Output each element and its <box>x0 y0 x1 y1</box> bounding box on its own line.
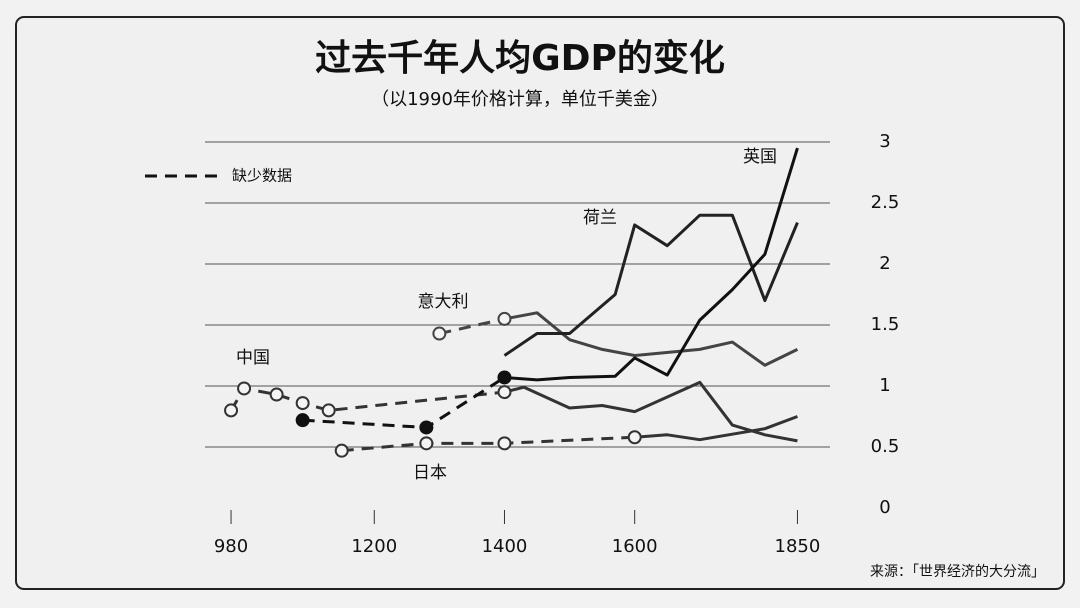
line-solid <box>634 415 798 442</box>
frame <box>15 16 1065 590</box>
marker <box>497 436 512 451</box>
y-tick-label: 2 <box>879 253 890 274</box>
x-tick-label: 1400 <box>482 536 528 557</box>
y-tick-label: 2.5 <box>871 192 900 213</box>
x-tick-label: 980 <box>214 536 248 557</box>
marker <box>295 396 310 411</box>
y-tick-label: 3 <box>879 131 890 152</box>
y-tick-label: 1 <box>879 375 890 396</box>
line-solid <box>504 311 799 367</box>
line-dashed <box>439 317 505 336</box>
marker <box>627 430 642 445</box>
marker <box>334 443 349 458</box>
series-label: 英国 <box>743 147 777 167</box>
marker <box>497 311 512 326</box>
series-label: 荷兰 <box>583 208 617 228</box>
line-solid <box>503 213 799 357</box>
series-label: 中国 <box>236 348 270 368</box>
marker <box>321 403 336 418</box>
legend-label: 缺少数据 <box>232 167 292 185</box>
line-dashed <box>341 435 635 453</box>
marker <box>419 420 434 435</box>
marker <box>432 326 447 341</box>
marker <box>497 385 512 400</box>
chart-title: 过去千年人均GDP的变化 <box>315 37 725 79</box>
line-solid <box>504 147 799 382</box>
marker <box>237 381 252 396</box>
chart-subtitle: （以1990年价格计算，单位千美金） <box>371 89 669 110</box>
x-tick-label: 1600 <box>612 536 658 557</box>
marker <box>224 403 239 418</box>
y-tick-label: 1.5 <box>871 314 900 335</box>
marker <box>419 436 434 451</box>
marker <box>269 387 284 402</box>
marker <box>295 413 310 428</box>
y-tick-label: 0.5 <box>871 436 900 457</box>
y-tick-label: 0 <box>879 497 890 518</box>
source: 来源：「世界经济的大分流」 <box>870 564 1045 580</box>
x-tick-label: 1200 <box>351 536 397 557</box>
x-tick-label: 1850 <box>775 536 821 557</box>
series-label: 日本 <box>413 463 447 483</box>
series-label: 意大利 <box>418 292 469 312</box>
marker <box>497 370 512 385</box>
